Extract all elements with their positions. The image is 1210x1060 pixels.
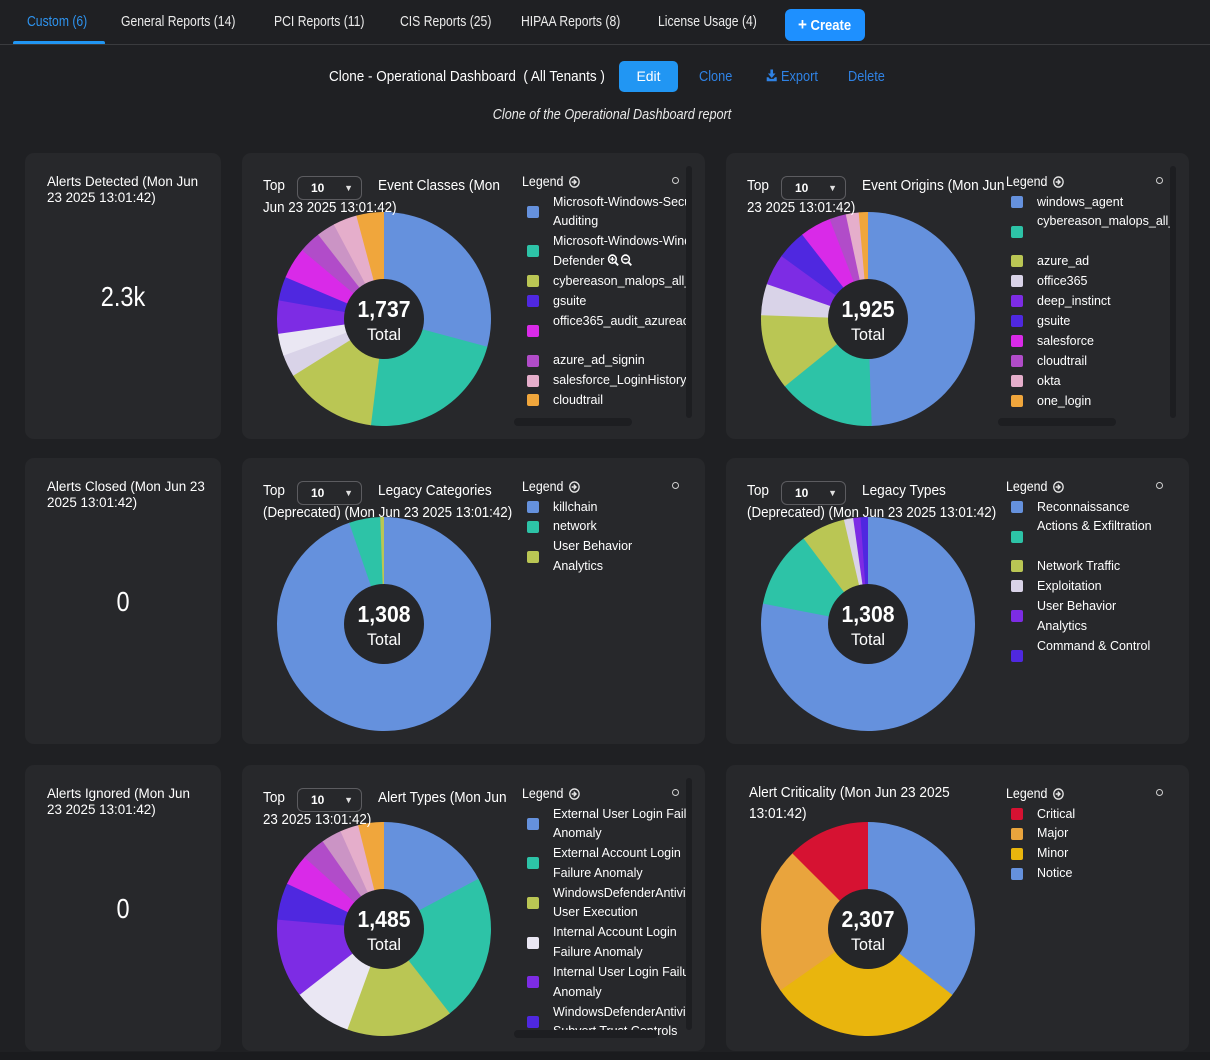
svg-text:2,307: 2,307 <box>842 906 895 932</box>
svg-text:Total: Total <box>851 936 885 954</box>
svg-text:1,308: 1,308 <box>842 601 895 627</box>
svg-text:Total: Total <box>851 326 885 344</box>
svg-text:1,485: 1,485 <box>358 906 411 932</box>
svg-text:Total: Total <box>367 936 401 954</box>
svg-text:1,925: 1,925 <box>842 296 895 322</box>
svg-text:Total: Total <box>851 631 885 649</box>
svg-text:1,308: 1,308 <box>358 601 411 627</box>
svg-text:1,737: 1,737 <box>358 296 411 322</box>
svg-text:Total: Total <box>367 631 401 649</box>
svg-text:Total: Total <box>367 326 401 344</box>
